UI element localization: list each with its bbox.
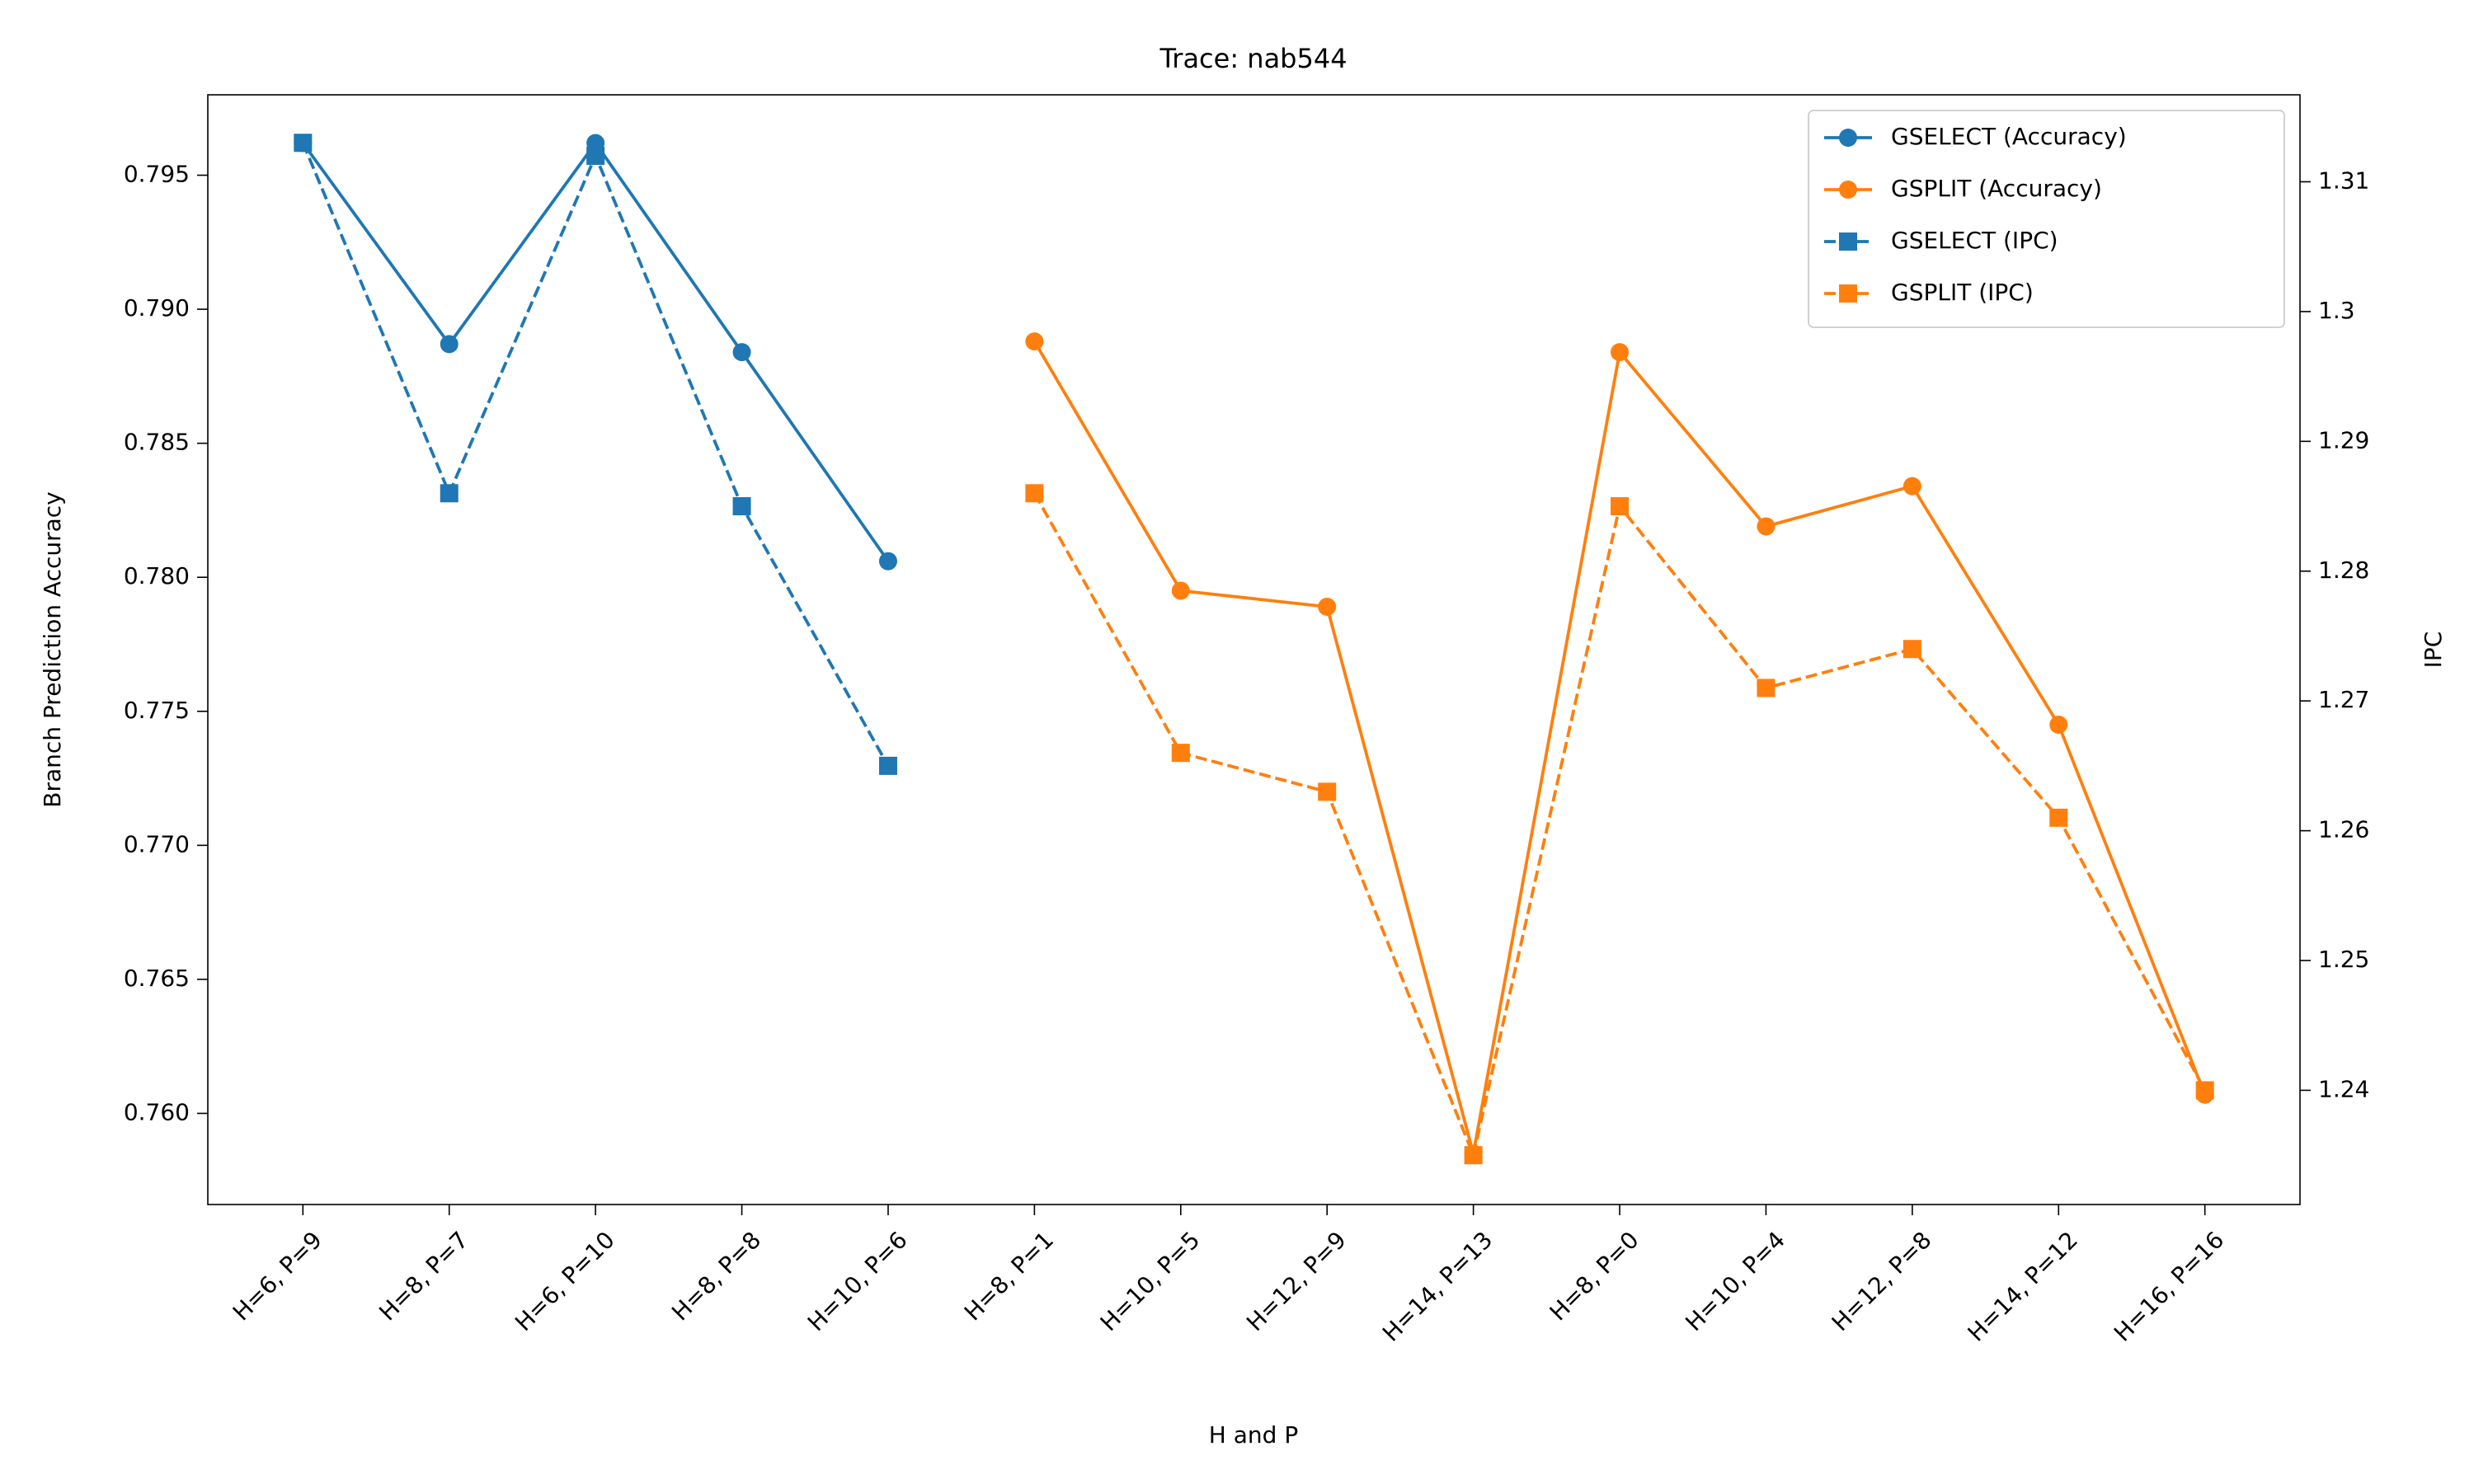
x-tick-label: H=10, P=6 bbox=[802, 1226, 913, 1336]
plot-frame bbox=[207, 94, 2301, 1205]
y2-tick-label: 1.26 bbox=[2318, 816, 2369, 843]
marker bbox=[586, 146, 605, 165]
y-tick-label: 0.780 bbox=[124, 562, 190, 589]
legend-label: GSPLIT (IPC) bbox=[1891, 279, 2034, 306]
series-line bbox=[301, 140, 890, 562]
marker bbox=[294, 134, 313, 153]
x-tick-label: H=6, P=9 bbox=[228, 1226, 327, 1326]
y2-tick-label: 1.27 bbox=[2318, 686, 2369, 713]
marker bbox=[1903, 477, 1921, 495]
marker bbox=[1318, 597, 1337, 616]
y-tick-label: 0.785 bbox=[124, 429, 190, 456]
chart-title: Trace: nab544 bbox=[1159, 43, 1347, 74]
marker bbox=[732, 497, 751, 516]
series-line bbox=[1032, 340, 2207, 1154]
marker bbox=[1025, 332, 1044, 351]
marker bbox=[732, 343, 751, 362]
marker bbox=[1318, 782, 1337, 801]
legend: GSELECT (Accuracy) GSPLIT (Accuracy) GSELE… bbox=[1808, 110, 2285, 328]
marker bbox=[878, 552, 897, 571]
x-tick-label: H=8, P=8 bbox=[666, 1226, 766, 1326]
x-tick-label: H=14, P=13 bbox=[1377, 1226, 1498, 1346]
y2-tick-label: 1.29 bbox=[2318, 426, 2369, 453]
y-tick-label: 0.770 bbox=[124, 830, 190, 857]
y-axis-label: Branch Prediction Accuracy bbox=[39, 491, 66, 808]
series bbox=[1025, 484, 2214, 1165]
marker bbox=[1757, 679, 1776, 697]
legend-label: GSELECT (IPC) bbox=[1891, 227, 2058, 254]
y2-tick-label: 1.3 bbox=[2318, 297, 2355, 324]
series-line bbox=[301, 142, 890, 767]
marker bbox=[2049, 716, 2068, 735]
legend-marker bbox=[1839, 232, 1857, 251]
marker bbox=[440, 335, 459, 354]
x-tick-label: H=10, P=4 bbox=[1680, 1226, 1790, 1336]
y2-tick-label: 1.31 bbox=[2318, 167, 2369, 194]
marker bbox=[1171, 744, 1190, 763]
legend-box bbox=[1808, 110, 2285, 328]
y2-tick-label: 1.24 bbox=[2318, 1075, 2369, 1102]
marker bbox=[2049, 808, 2068, 827]
marker bbox=[1611, 497, 1630, 516]
y2-tick-label: 1.25 bbox=[2318, 946, 2369, 973]
series bbox=[1025, 332, 2214, 1163]
legend-marker bbox=[1839, 284, 1857, 303]
x-tick-label: H=12, P=8 bbox=[1827, 1226, 1937, 1336]
y-tick-label: 0.790 bbox=[124, 294, 190, 322]
y-tick-label: 0.795 bbox=[124, 161, 190, 188]
series bbox=[294, 134, 897, 775]
x-tick-label: H=8, P=7 bbox=[374, 1226, 473, 1326]
y-tick-label: 0.775 bbox=[124, 697, 190, 724]
x-tick-label: H=12, P=9 bbox=[1241, 1226, 1352, 1336]
y2-tick-label: 1.28 bbox=[2318, 556, 2369, 584]
legend-label: GSELECT (Accuracy) bbox=[1891, 123, 2127, 150]
legend-marker bbox=[1839, 129, 1857, 147]
marker bbox=[440, 484, 459, 503]
series bbox=[294, 134, 897, 571]
marker bbox=[878, 756, 897, 775]
x-tick-label: H=8, P=1 bbox=[959, 1226, 1059, 1326]
y-tick-label: 0.765 bbox=[124, 965, 190, 992]
x-tick-label: H=6, P=10 bbox=[510, 1226, 620, 1336]
y2-axis-label: IPC bbox=[2420, 632, 2447, 669]
y-tick-label: 0.760 bbox=[124, 1098, 190, 1125]
x-axis-label: H and P bbox=[1209, 1421, 1298, 1449]
x-tick-label: H=8, P=0 bbox=[1545, 1226, 1644, 1326]
x-tick-label: H=10, P=5 bbox=[1095, 1226, 1206, 1336]
marker bbox=[1903, 640, 1921, 659]
marker bbox=[1611, 343, 1630, 362]
marker bbox=[1464, 1146, 1483, 1165]
marker bbox=[2195, 1081, 2214, 1100]
x-tick-label: H=14, P=12 bbox=[1963, 1226, 2083, 1346]
marker bbox=[1757, 517, 1776, 536]
legend-marker bbox=[1839, 181, 1857, 199]
marker bbox=[1171, 581, 1190, 600]
x-tick-label: H=16, P=16 bbox=[2109, 1226, 2229, 1346]
legend-label: GSPLIT (Accuracy) bbox=[1891, 175, 2102, 202]
marker bbox=[1025, 484, 1044, 503]
